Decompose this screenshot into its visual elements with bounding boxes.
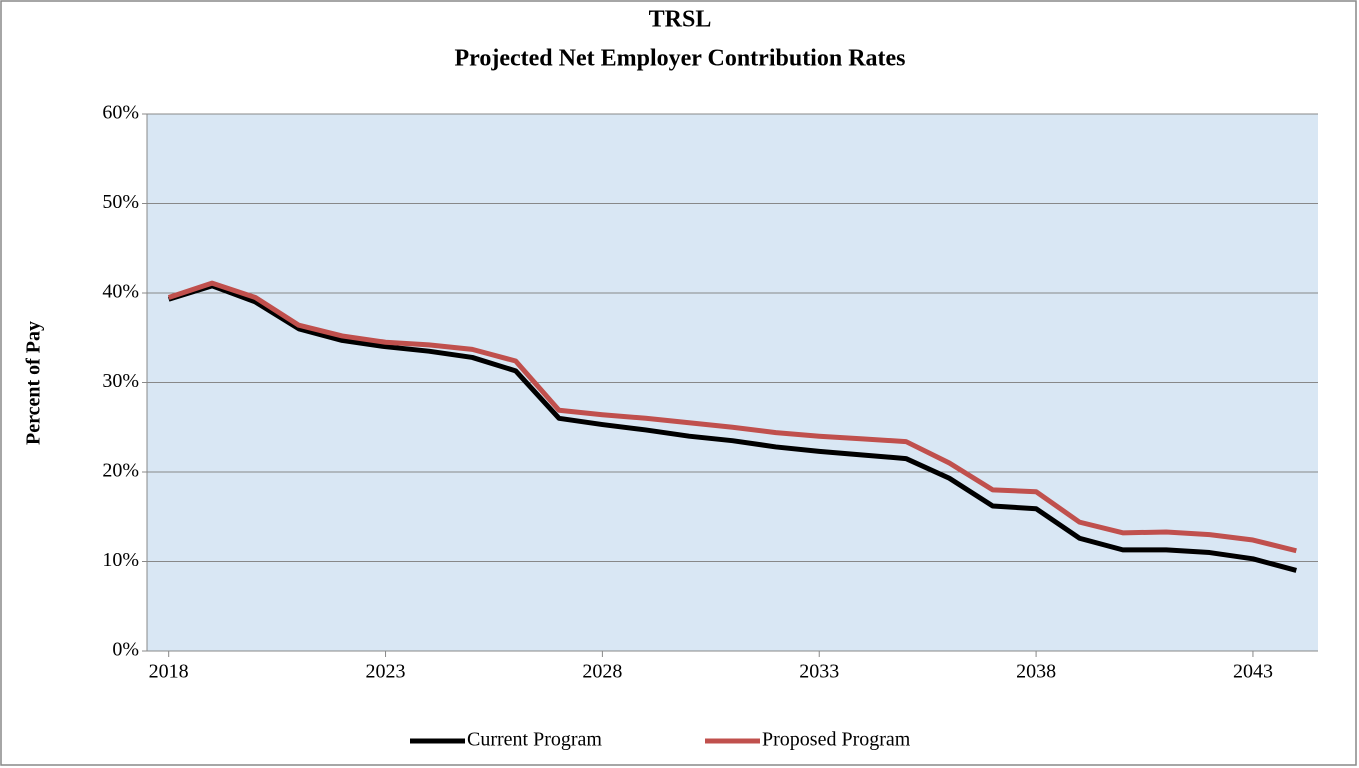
y-tick-label: 20% — [102, 460, 139, 482]
y-tick-label: 0% — [112, 639, 139, 661]
legend-label: Proposed Program — [762, 729, 911, 751]
x-tick-label: 2033 — [799, 661, 839, 683]
y-tick-label: 60% — [102, 102, 139, 124]
series-line — [167, 280, 1297, 554]
y-axis-label: Percent of Pay — [23, 321, 45, 445]
x-tick-label: 2023 — [366, 661, 406, 683]
series-line — [167, 283, 1297, 573]
x-tick-label: 2038 — [1016, 661, 1056, 683]
y-tick-label: 10% — [102, 549, 139, 571]
legend-label: Current Program — [467, 729, 602, 751]
x-tick-label: 2043 — [1233, 661, 1273, 683]
chart-title: TRSL — [649, 7, 712, 33]
y-tick-label: 40% — [102, 281, 139, 303]
y-tick-label: 50% — [102, 191, 139, 213]
x-tick-label: 2028 — [582, 661, 622, 683]
y-tick-label: 30% — [102, 370, 139, 392]
chart-subtitle: Projected Net Employer Contribution Rate… — [454, 46, 905, 72]
x-tick-label: 2018 — [149, 661, 189, 683]
